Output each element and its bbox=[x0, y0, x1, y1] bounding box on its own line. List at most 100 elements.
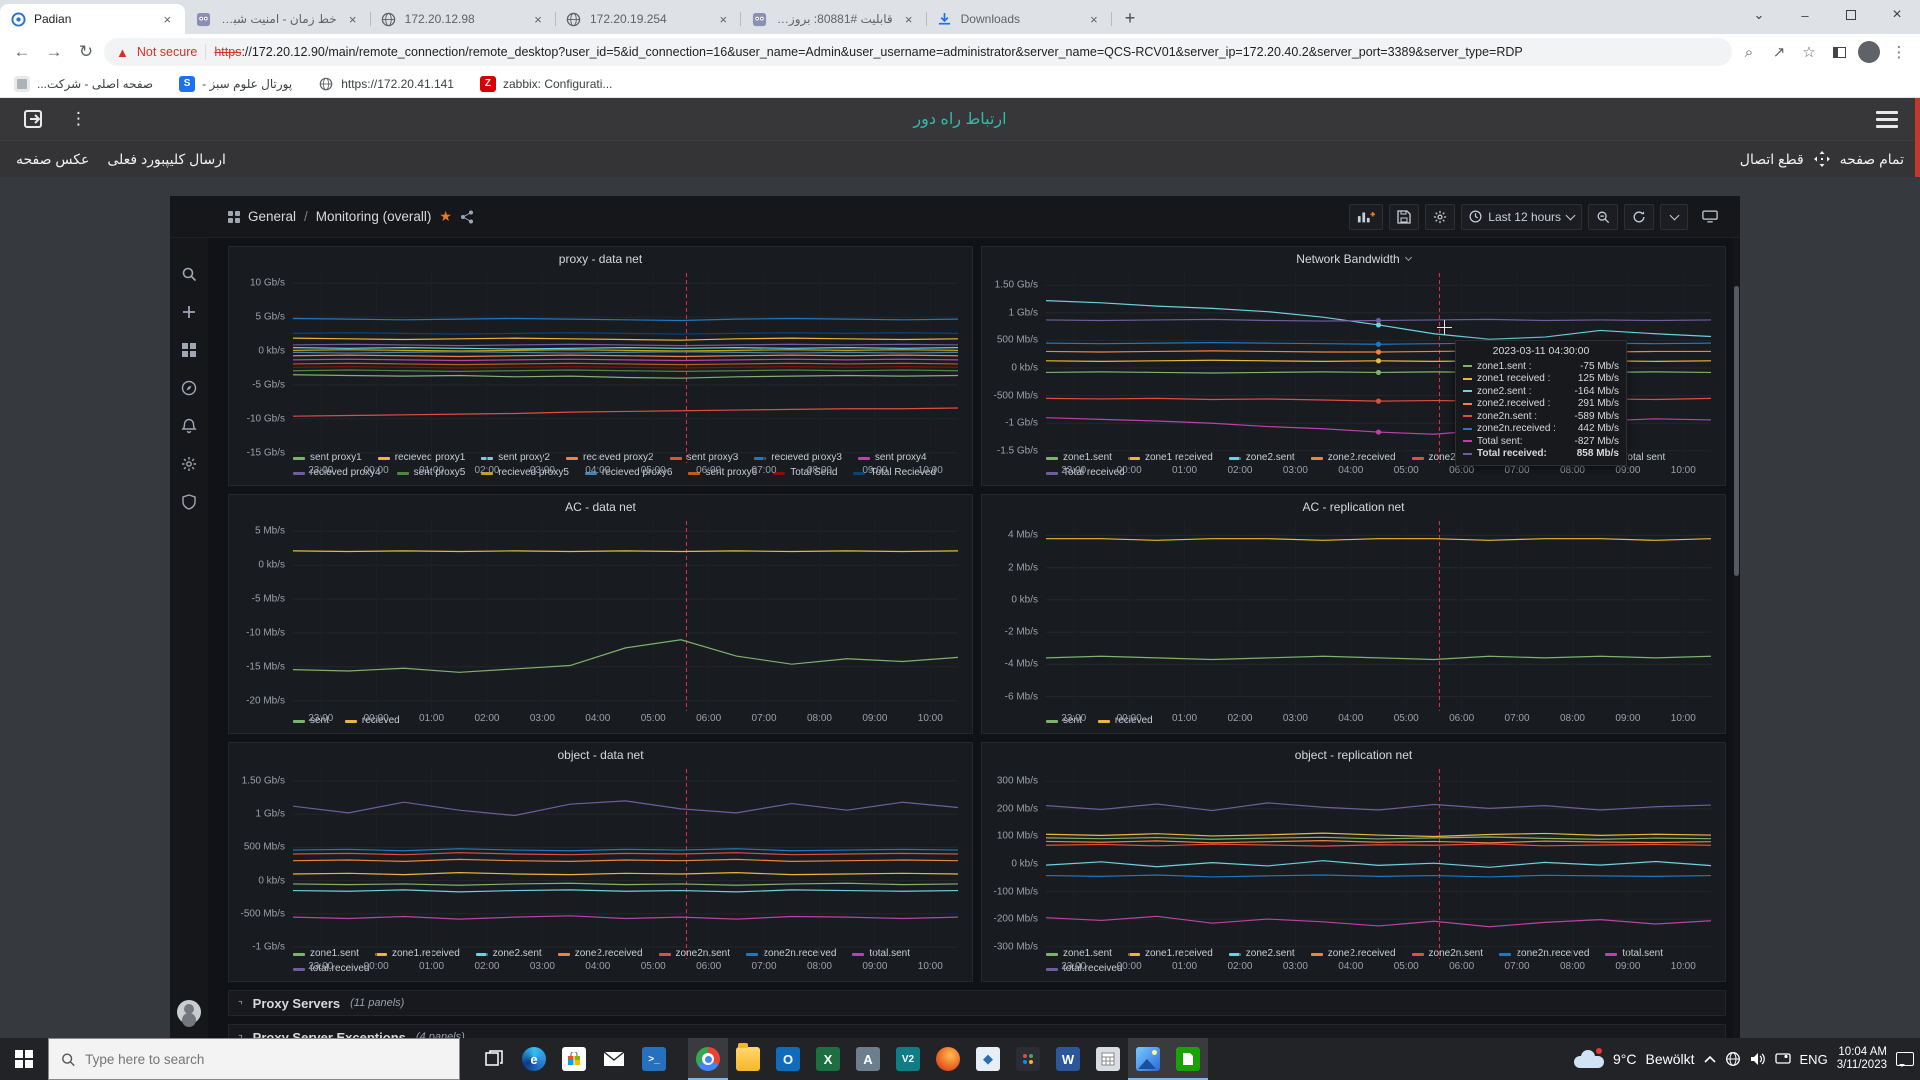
tab-close-icon[interactable]: × bbox=[904, 11, 913, 27]
legend-item[interactable]: total.sent bbox=[1605, 947, 1663, 961]
legend-item[interactable]: sent proxy3 bbox=[669, 451, 738, 465]
reload-button[interactable]: ↻ bbox=[78, 42, 94, 61]
legend-item[interactable]: Total received bbox=[1046, 466, 1125, 480]
tab-close-icon[interactable]: × bbox=[348, 11, 357, 27]
panel-title[interactable]: Network Bandwidth bbox=[982, 247, 1725, 271]
tv-kiosk-icon[interactable] bbox=[1694, 204, 1726, 230]
legend-item[interactable]: recieved proxy4 bbox=[293, 466, 381, 480]
taskbar-app-app-dots[interactable] bbox=[1008, 1038, 1048, 1080]
chart-canvas[interactable] bbox=[1046, 521, 1711, 711]
legend-item[interactable]: total.received bbox=[1046, 962, 1122, 976]
legend-item[interactable]: sent proxy6 bbox=[688, 466, 757, 480]
taskbar-app-store[interactable] bbox=[554, 1038, 594, 1080]
dashboards-icon[interactable] bbox=[181, 342, 197, 358]
zoom-out-icon[interactable] bbox=[1588, 203, 1618, 230]
forward-button[interactable]: → bbox=[45, 42, 63, 61]
search-icon[interactable] bbox=[181, 266, 197, 282]
start-button[interactable] bbox=[0, 1038, 48, 1080]
maximize-button[interactable] bbox=[1828, 0, 1874, 30]
bookmark-item[interactable]: S پورتال علوم سبز - bbox=[179, 75, 292, 92]
legend-item[interactable]: zone2n.received bbox=[746, 947, 836, 961]
taskbar-app-libreoffice[interactable] bbox=[1168, 1038, 1208, 1080]
legend-item[interactable]: recieved bbox=[1097, 714, 1153, 728]
network-globe-icon[interactable] bbox=[1725, 1051, 1741, 1067]
hamburger-menu-icon[interactable] bbox=[1876, 110, 1898, 128]
legend-item[interactable]: sent bbox=[1046, 714, 1082, 728]
language-indicator[interactable]: ENG bbox=[1799, 1051, 1828, 1067]
display-cast-icon[interactable] bbox=[1774, 1052, 1791, 1066]
disconnect-button[interactable]: قطع اتصال bbox=[1739, 150, 1804, 167]
minimize-button[interactable]: – bbox=[1801, 7, 1809, 23]
legend-item[interactable]: zone2n.sent bbox=[658, 947, 730, 961]
refresh-icon[interactable] bbox=[1624, 203, 1654, 230]
taskbar-app-chrome[interactable] bbox=[688, 1038, 728, 1080]
fullscreen-button[interactable]: تمام صفحه bbox=[1839, 150, 1904, 167]
legend-item[interactable]: zone1.received bbox=[1127, 947, 1213, 961]
screenshot-button[interactable]: عکس صفحه bbox=[16, 150, 90, 167]
legend-item[interactable]: recieved proxy5 bbox=[481, 466, 569, 480]
panel-title[interactable]: object - data net bbox=[557, 748, 644, 762]
taskbar-app-excel[interactable]: X bbox=[808, 1038, 848, 1080]
legend-item[interactable]: zone1.sent bbox=[1046, 947, 1112, 961]
legend-item[interactable]: recieved bbox=[344, 714, 400, 728]
legend-item[interactable]: zone2.sent bbox=[475, 947, 542, 961]
collapsed-row-proxy-servers[interactable]: › Proxy Servers (11 panels) bbox=[228, 990, 1726, 1016]
back-button[interactable]: ← bbox=[13, 42, 31, 61]
panel-title[interactable]: AC - replication net bbox=[1302, 500, 1405, 514]
save-dashboard-icon[interactable] bbox=[1389, 203, 1420, 230]
breadcrumb-page[interactable]: Monitoring (overall) bbox=[315, 209, 432, 224]
speaker-icon[interactable] bbox=[1750, 1052, 1766, 1066]
panel-title[interactable]: object - replication net bbox=[1294, 748, 1413, 762]
panel-title[interactable]: AC - data net bbox=[565, 500, 636, 514]
taskbar-app-photos[interactable] bbox=[1128, 1038, 1168, 1080]
legend-item[interactable]: zone2.sent bbox=[1228, 451, 1295, 465]
browser-tab[interactable]: 172.20.12.98 × bbox=[371, 4, 557, 34]
taskbar-app-firefox[interactable] bbox=[928, 1038, 968, 1080]
taskbar-app-app-v2[interactable]: V2 bbox=[888, 1038, 928, 1080]
legend-item[interactable]: sent proxy4 bbox=[857, 451, 927, 465]
browser-tab[interactable]: Downloads × bbox=[927, 4, 1113, 34]
browser-tab[interactable]: Padian × bbox=[0, 4, 186, 34]
legend-item[interactable]: zone1.sent bbox=[1046, 451, 1112, 465]
clock-date[interactable]: 10:04 AM 3/11/2023 bbox=[1836, 1046, 1887, 1071]
not-secure-label[interactable]: Not secure bbox=[136, 45, 198, 59]
remote-menu-kebab-icon[interactable]: ⋮ bbox=[70, 109, 87, 128]
legend-item[interactable]: recieved proxy6 bbox=[584, 466, 672, 480]
browser-tab[interactable]: 172.20.19.254 × bbox=[556, 4, 742, 34]
explore-icon[interactable] bbox=[181, 380, 197, 396]
add-panel-icon[interactable] bbox=[1349, 203, 1384, 230]
legend-item[interactable]: total.received bbox=[293, 962, 369, 976]
taskbar-app-app-gray[interactable]: A bbox=[848, 1038, 888, 1080]
taskbar-app-powershell[interactable]: >_ bbox=[634, 1038, 674, 1080]
send-clipboard-button[interactable]: ارسال کلیپبورد فعلی bbox=[107, 150, 226, 167]
tab-close-icon[interactable]: × bbox=[1090, 11, 1098, 27]
browser-menu-icon[interactable]: ⋮ bbox=[1891, 44, 1907, 61]
side-panel-icon[interactable] bbox=[1826, 39, 1852, 65]
bookmark-item[interactable]: https://172.20.41.141 bbox=[318, 75, 454, 92]
legend-item[interactable]: Total Recieved bbox=[853, 466, 936, 480]
legend-item[interactable]: zone2n.received bbox=[1499, 947, 1589, 961]
legend-item[interactable]: zone2.received bbox=[557, 947, 643, 961]
legend-item[interactable]: zone2.sent bbox=[1228, 947, 1295, 961]
taskbar-app-word[interactable]: W bbox=[1048, 1038, 1088, 1080]
legend-item[interactable]: sent bbox=[293, 714, 329, 728]
chart-canvas[interactable] bbox=[293, 521, 958, 711]
tray-chevron-up-icon[interactable] bbox=[1703, 1055, 1716, 1063]
legend-item[interactable]: recieved proxy3 bbox=[754, 451, 842, 465]
taskbar-app-calculator[interactable] bbox=[1088, 1038, 1128, 1080]
taskbar-app-file-explorer[interactable] bbox=[728, 1038, 768, 1080]
legend-item[interactable]: Total Send bbox=[773, 466, 837, 480]
profile-avatar[interactable] bbox=[1856, 39, 1882, 65]
legend-item[interactable]: zone1.received bbox=[374, 947, 460, 961]
tab-close-icon[interactable]: × bbox=[534, 11, 542, 27]
taskbar-app-app-light[interactable]: ◆ bbox=[968, 1038, 1008, 1080]
alerting-icon[interactable] bbox=[181, 418, 197, 434]
favorite-star-icon[interactable]: ★ bbox=[439, 208, 452, 224]
shield-icon[interactable] bbox=[181, 494, 197, 510]
settings-icon[interactable] bbox=[181, 456, 197, 472]
share-icon[interactable]: ↗ bbox=[1772, 44, 1786, 61]
bookmark-item[interactable]: صفحه اصلی - شرکت... bbox=[14, 75, 153, 92]
chart-canvas[interactable] bbox=[293, 769, 958, 959]
legend-item[interactable]: total.sent bbox=[852, 947, 910, 961]
